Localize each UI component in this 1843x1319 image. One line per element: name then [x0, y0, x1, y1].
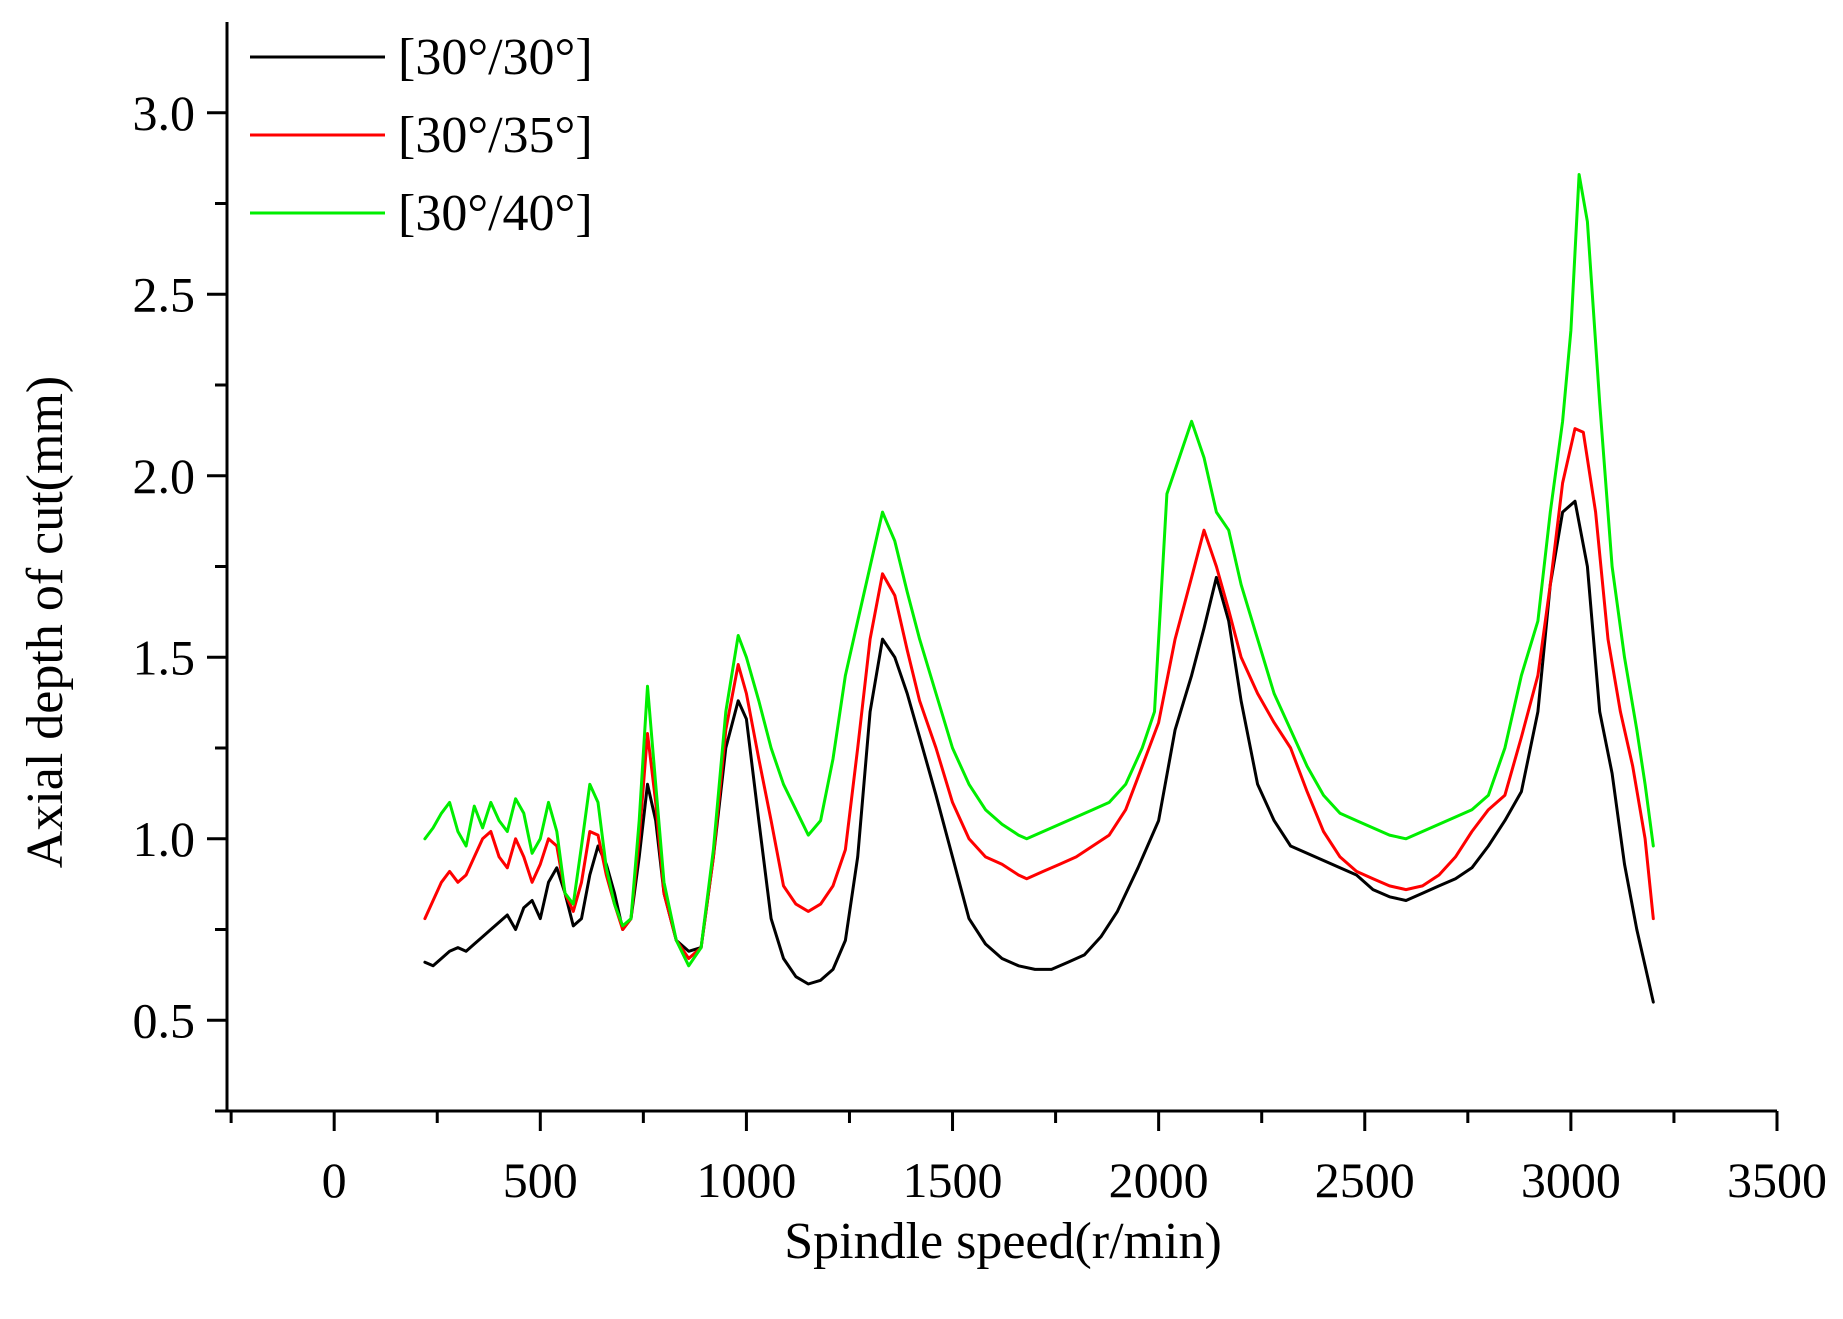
x-tick-label: 3000 [1521, 1152, 1621, 1208]
x-tick-label: 1500 [903, 1152, 1003, 1208]
x-tick-label: 1000 [696, 1152, 796, 1208]
y-tick-label: 2.5 [133, 266, 196, 322]
legend: [30°/30°] [30°/35°] [30°/40°] [250, 29, 593, 242]
y-axis-title: Axial depth of cut(mm) [17, 376, 74, 868]
y-tick-label: 1.5 [133, 629, 196, 685]
x-ticks-group: 0 500 1000 1500 2000 2500 3000 3500 [229, 1111, 1827, 1208]
legend-label-3: [30°/40°] [398, 185, 593, 242]
legend-label-2: [30°/35°] [398, 107, 593, 164]
y-tick-label: 0.5 [133, 992, 196, 1048]
x-axis-title: Spindle speed(r/min) [784, 1213, 1222, 1270]
x-tick-label: 0 [322, 1152, 347, 1208]
x-tick-label: 3500 [1727, 1152, 1827, 1208]
x-tick-label: 2000 [1109, 1152, 1209, 1208]
series-line-3 [423, 173, 1655, 968]
series-group [423, 173, 1655, 1004]
legend-label-1: [30°/30°] [398, 29, 593, 86]
x-tick-label: 500 [503, 1152, 578, 1208]
y-tick-label: 2.0 [133, 448, 196, 504]
series-line-1 [423, 499, 1655, 1004]
y-ticks-group: 0.5 1.0 1.5 2.0 2.5 3.0 [133, 85, 227, 1113]
x-tick-label: 2500 [1315, 1152, 1415, 1208]
y-tick-label: 3.0 [133, 85, 196, 141]
y-tick-label: 1.0 [133, 811, 196, 867]
